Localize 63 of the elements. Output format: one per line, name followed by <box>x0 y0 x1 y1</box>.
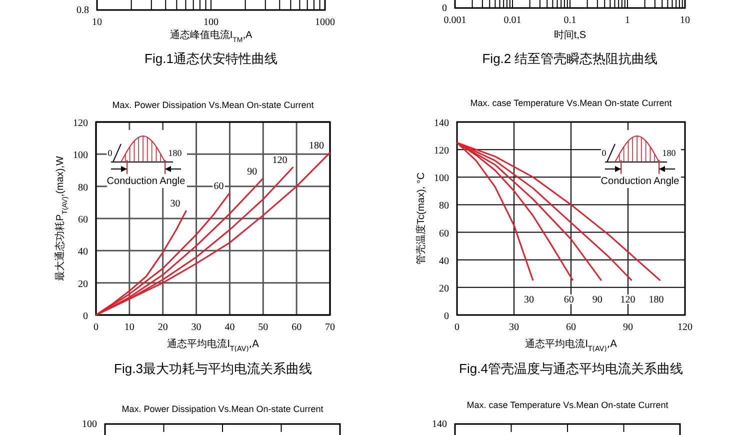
x-tick-label: 0 <box>94 322 98 333</box>
chart-title: Max. case Temperature Vs.Mean On-state Current <box>470 98 672 108</box>
series-label: 120 <box>272 155 288 166</box>
chart-title: Max. Power Dissipation Vs.Mean On-state Current <box>112 100 314 110</box>
text: 10 <box>680 15 690 26</box>
caption: Fig.4管壳温度与通态平均电流关系曲线 <box>459 361 683 376</box>
x-tick-label: 120 <box>678 322 692 333</box>
x-tick-label: 30 <box>509 322 519 333</box>
annotation: 0 <box>602 148 607 158</box>
text: Max. case Temperature Vs.Mean On-state Current <box>466 400 669 410</box>
caption: Fig.3最大功耗与平均电流关系曲线 <box>114 361 312 376</box>
x-axis-title: 通态平均电流I$_{T(AV)}$,A <box>525 338 618 353</box>
y-axis-title: 管壳温度Tc(max), °C <box>415 172 427 265</box>
text: 0.1 <box>564 15 576 26</box>
y-tick-label: 80 <box>78 182 88 194</box>
y-tick-label: 140 <box>434 118 449 129</box>
x-tick-label: 50 <box>258 322 268 333</box>
caption: Fig.2 结至管壳瞬态热阻抗曲线 <box>482 51 658 66</box>
x-tick-label: 60 <box>292 322 302 333</box>
annotation: Conduction Angle <box>106 176 186 187</box>
y-tick-label: 100 <box>73 150 88 162</box>
y-tick-label: 0 <box>83 311 88 322</box>
y-tick-label: 100 <box>434 173 449 184</box>
y-tick-label: 40 <box>439 256 449 267</box>
text: 1 <box>625 15 630 26</box>
y-tick-label: 120 <box>73 118 88 129</box>
x-tick-label: 20 <box>158 322 168 333</box>
text: 100 <box>204 17 218 28</box>
annotation: 0 <box>108 148 113 158</box>
y-tick-label: 60 <box>439 228 449 240</box>
series-label: 90 <box>592 294 602 306</box>
legend-label: 180 <box>168 148 182 158</box>
y-tick-label: 20 <box>439 283 449 294</box>
y-tick-label: 120 <box>434 146 449 157</box>
y-tick-label: 60 <box>78 214 88 226</box>
y-tick-label: 20 <box>78 278 88 290</box>
x-tick-label: 90 <box>623 322 633 333</box>
text: 0.001 <box>444 15 466 26</box>
x-tick-label: 10 <box>124 322 134 333</box>
y-tick-label: 40 <box>78 246 88 258</box>
text: 时间t,S <box>554 29 586 41</box>
annotation: 180 <box>309 140 324 152</box>
x-tick-label: 40 <box>224 322 235 333</box>
text: Max. Power Dissipation Vs.Mean On-state Current <box>122 404 324 414</box>
x-tick-label: 30 <box>191 322 202 333</box>
series-label: 90 <box>247 166 258 178</box>
series-label: 30 <box>170 198 180 210</box>
x-tick-label: 70 <box>325 322 335 333</box>
annotation: Conduction Angle <box>600 176 680 187</box>
y-tick-label: 0 <box>444 311 449 322</box>
text: 10 <box>92 17 102 28</box>
text: 0.01 <box>504 15 522 26</box>
x-axis-title: 通态平均电流I$_{T(AV)}$,A <box>167 338 260 353</box>
series-label: 30 <box>524 294 534 306</box>
text: 1000 <box>315 17 335 28</box>
x-tick-label: 0 <box>454 322 460 333</box>
y-tick-label: 80 <box>439 200 449 212</box>
annotation: 180 <box>648 294 664 306</box>
x-tick-label: 60 <box>566 322 576 333</box>
caption: Fig.1通态伏安特性曲线 <box>144 51 278 66</box>
text: 通态峰值电流I$_{TM}$,A <box>170 29 252 44</box>
legend-label: 180 <box>662 148 676 158</box>
text: 0.8 <box>76 5 89 16</box>
